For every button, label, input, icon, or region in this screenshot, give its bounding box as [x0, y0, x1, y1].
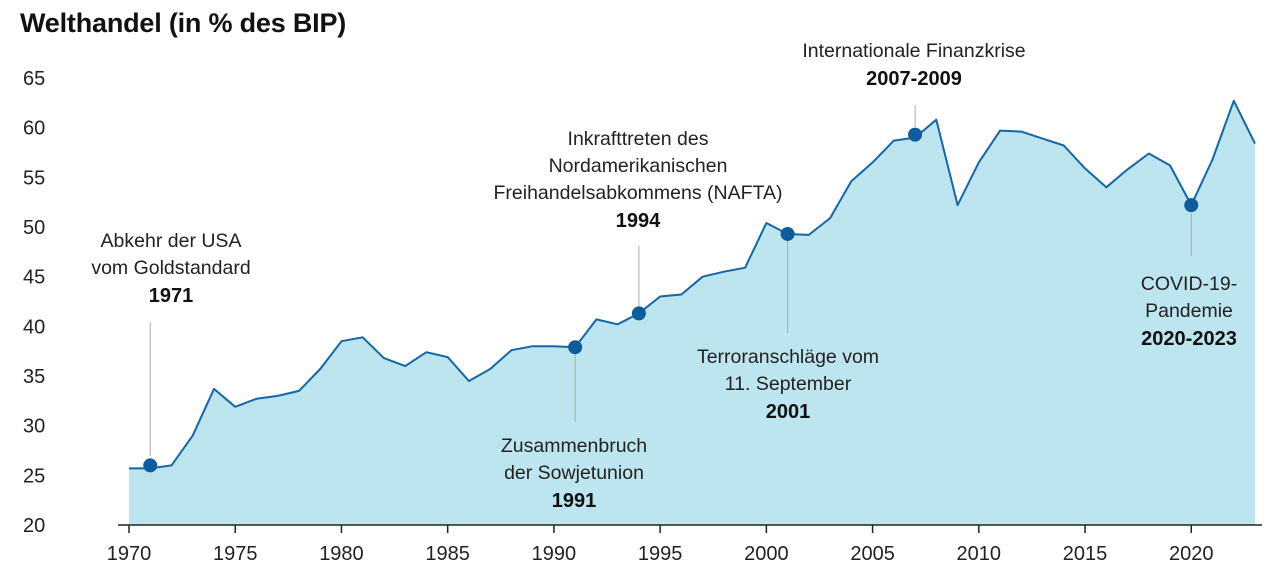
x-tick-label: 2000 [744, 543, 789, 565]
x-tick-label: 1980 [319, 543, 364, 565]
annotation-text: Inkrafttreten des [568, 128, 709, 150]
annotation-text: Pandemie [1145, 300, 1233, 322]
x-tick-label: 2020 [1169, 543, 1214, 565]
annotation-text: der Sowjetunion [504, 462, 644, 484]
y-tick-label: 65 [23, 68, 45, 90]
chart-title: Welthandel (in % des BIP) [20, 8, 347, 38]
event-marker [1184, 198, 1199, 213]
y-tick-label: 20 [23, 515, 45, 537]
x-tick-label: 2015 [1063, 543, 1108, 565]
x-tick-label: 1970 [107, 543, 152, 565]
event-marker [908, 127, 923, 142]
y-tick-label: 25 [23, 465, 45, 487]
event-marker [568, 340, 583, 355]
annotation-year: 1991 [552, 490, 597, 512]
x-tick-label: 2005 [850, 543, 895, 565]
event-marker [631, 306, 646, 321]
y-tick-label: 60 [23, 118, 45, 140]
series-line [129, 99, 1256, 470]
annotation-text: Terroranschläge vom [697, 346, 879, 368]
event-marker [780, 226, 795, 241]
x-tick-label: 1975 [213, 543, 258, 565]
event-marker [143, 458, 158, 473]
annotation-text: vom Goldstandard [91, 257, 250, 279]
annotation-text: 11. September [725, 373, 852, 395]
annotation-year: 2020-2023 [1141, 328, 1237, 350]
annotation-leaders [149, 105, 1192, 456]
x-tick-label: 1995 [638, 543, 683, 565]
x-tick-label: 1985 [425, 543, 470, 565]
event-markers [143, 127, 1199, 473]
annotation-text: Zusammenbruch [501, 435, 647, 457]
y-axis: 20 25 30 35 40 45 50 55 60 65 [23, 68, 45, 537]
y-tick-label: 35 [23, 366, 45, 388]
y-tick-label: 50 [23, 217, 45, 239]
annotation-text: Nordamerikanischen [549, 155, 728, 177]
annotations: Abkehr der USA vom Goldstandard 1971 Zusamm… [91, 40, 1237, 512]
annotation-text: COVID-19- [1141, 273, 1237, 295]
annotation-year: 1994 [616, 210, 661, 232]
x-tick-label: 2010 [957, 543, 1002, 565]
y-tick-label: 45 [23, 267, 45, 289]
area-fill [129, 100, 1255, 526]
x-axis: 1970 1975 1980 1985 1990 1995 2000 2005 2010 2015… [107, 525, 1214, 565]
annotation-year: 2007-2009 [866, 68, 962, 90]
annotation-year: 1971 [149, 285, 194, 307]
y-tick-label: 55 [23, 167, 45, 189]
y-tick-label: 30 [23, 416, 45, 438]
y-tick-label: 40 [23, 316, 45, 338]
annotation-text: Abkehr der USA [101, 230, 242, 252]
annotation-text: Freihandelsabkommens (NAFTA) [494, 182, 783, 204]
annotation-text: Internationale Finanzkrise [802, 40, 1025, 62]
x-tick-label: 1990 [532, 543, 577, 565]
annotation-year: 2001 [766, 401, 811, 423]
